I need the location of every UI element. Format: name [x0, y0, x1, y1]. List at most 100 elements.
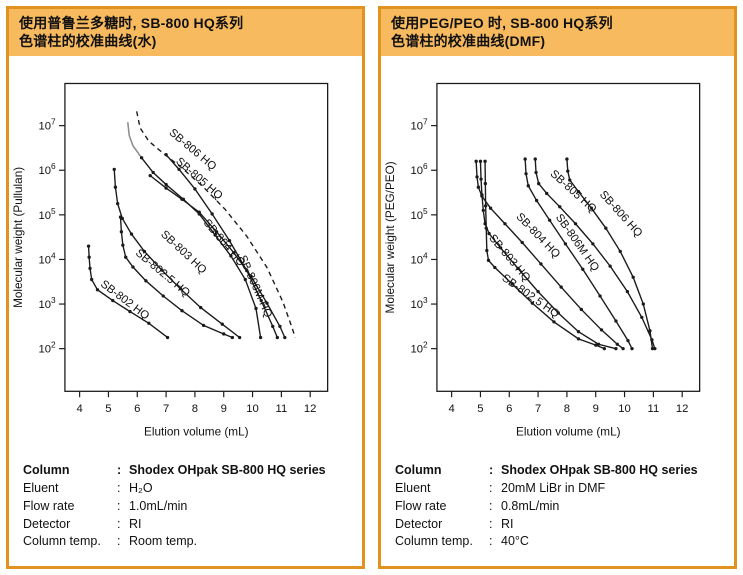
- y-tick-label: 104: [38, 251, 56, 267]
- data-point: [193, 187, 197, 192]
- data-point: [480, 194, 484, 199]
- condition-value: 40°C: [501, 534, 529, 549]
- data-point: [178, 287, 183, 291]
- data-point: [485, 249, 489, 253]
- condition-colon: :: [117, 498, 121, 513]
- data-point: [539, 262, 543, 267]
- panel-dmf-title-line1: 使用PEG/PEO 时, SB-800 HQ系列: [391, 15, 613, 31]
- data-point: [88, 267, 92, 271]
- data-point: [631, 276, 635, 280]
- x-tick-label: 8: [192, 403, 198, 415]
- y-tick-label: 102: [410, 340, 428, 356]
- condition-value: RI: [501, 516, 514, 531]
- curve: [136, 111, 296, 339]
- data-point: [283, 336, 287, 340]
- data-point: [576, 190, 581, 194]
- x-tick-label: 11: [276, 403, 288, 415]
- condition-value: Room temp.: [129, 534, 198, 549]
- data-point: [530, 301, 534, 306]
- condition-colon: :: [117, 516, 121, 531]
- panel-dmf: 使用PEG/PEO 时, SB-800 HQ系列 色谱柱的校准曲线(DMF) 4…: [378, 6, 737, 569]
- data-point: [547, 218, 552, 223]
- data-point: [483, 222, 487, 226]
- data-point: [213, 233, 217, 237]
- y-tick-label: 106: [410, 162, 428, 178]
- data-point: [599, 328, 604, 332]
- data-point: [214, 230, 219, 234]
- condition-value: Shodex OHpak SB-800 HQ series: [129, 463, 326, 478]
- y-tick-label: 106: [38, 162, 56, 178]
- data-point: [275, 336, 280, 340]
- y-tick-label: 103: [410, 295, 428, 311]
- data-point: [534, 171, 538, 175]
- x-tick-label: 10: [618, 403, 631, 415]
- condition-label: Flow rate: [23, 498, 75, 513]
- data-point: [481, 209, 485, 213]
- data-point: [615, 342, 619, 347]
- x-tick-label: 12: [676, 403, 689, 415]
- data-point: [537, 182, 541, 186]
- data-point: [618, 250, 622, 254]
- x-axis-title: Elution volume (mL): [516, 426, 621, 439]
- data-point: [259, 299, 263, 303]
- data-point: [596, 342, 601, 347]
- data-point: [576, 337, 581, 341]
- data-point: [119, 230, 124, 234]
- condition-label: Detector: [395, 516, 443, 531]
- data-point: [139, 156, 144, 160]
- x-tick-label: 6: [134, 403, 140, 415]
- data-point: [201, 324, 206, 328]
- data-point: [271, 325, 275, 329]
- data-point: [479, 177, 483, 182]
- data-point: [483, 160, 487, 164]
- data-point: [523, 157, 527, 162]
- condition-label: Column temp.: [23, 534, 101, 549]
- panel-dmf-title-line2: 色谱柱的校准曲线(DMF): [391, 33, 546, 50]
- data-point: [487, 232, 491, 236]
- data-point: [626, 339, 630, 343]
- data-point: [475, 175, 479, 179]
- data-point: [589, 206, 594, 211]
- condition-row: Column: Shodex OHpak SB-800 HQ series: [23, 462, 352, 480]
- condition-row: Eluent: H₂O: [23, 480, 352, 498]
- data-point: [164, 186, 168, 191]
- data-point: [197, 210, 201, 215]
- data-point: [112, 168, 116, 172]
- data-point: [604, 226, 608, 231]
- data-point: [510, 282, 514, 286]
- data-point: [498, 246, 503, 250]
- data-point: [648, 329, 652, 333]
- data-point: [258, 336, 263, 340]
- condition-value: Shodex OHpak SB-800 HQ series: [501, 463, 698, 478]
- condition-value: RI: [129, 516, 142, 531]
- data-point: [95, 288, 100, 292]
- panel-water-title-line1: 使用普鲁兰多糖时, SB-800 HQ系列: [19, 15, 244, 31]
- condition-value: 1.0mL/min: [129, 498, 188, 513]
- data-point: [199, 306, 203, 310]
- data-point: [476, 185, 481, 190]
- x-axis-title: Elution volume (mL): [144, 426, 249, 439]
- data-point: [113, 185, 118, 190]
- data-point: [210, 212, 214, 217]
- condition-colon: :: [489, 534, 493, 549]
- condition-label: Eluent: [23, 481, 59, 496]
- curve-grey-cap: [126, 122, 143, 159]
- data-point: [581, 267, 585, 272]
- curve-label: SB-802.5 HQ: [500, 273, 562, 321]
- data-point: [503, 222, 507, 226]
- data-point: [563, 242, 568, 246]
- condition-row: Column temp.: Room temp.: [23, 533, 352, 551]
- data-point: [165, 336, 170, 340]
- data-point: [568, 178, 572, 183]
- condition-row: Detector: RI: [395, 516, 724, 534]
- data-point: [222, 332, 226, 336]
- data-point: [129, 232, 134, 237]
- data-point: [486, 259, 491, 263]
- data-point: [545, 192, 549, 196]
- data-point: [144, 279, 148, 283]
- data-point: [565, 157, 569, 162]
- data-point: [151, 171, 155, 175]
- data-point: [230, 336, 235, 340]
- data-point: [245, 269, 249, 273]
